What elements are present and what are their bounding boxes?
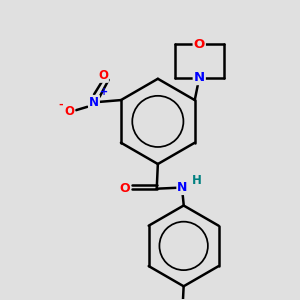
Text: O: O bbox=[98, 69, 108, 82]
Text: O: O bbox=[119, 182, 130, 195]
Text: N: N bbox=[194, 71, 205, 84]
Text: -: - bbox=[58, 100, 63, 110]
Text: O: O bbox=[64, 105, 74, 118]
Text: H: H bbox=[192, 174, 202, 187]
Text: O: O bbox=[194, 38, 205, 50]
Text: +: + bbox=[100, 87, 108, 97]
Text: N: N bbox=[177, 181, 188, 194]
Text: N: N bbox=[89, 96, 99, 109]
